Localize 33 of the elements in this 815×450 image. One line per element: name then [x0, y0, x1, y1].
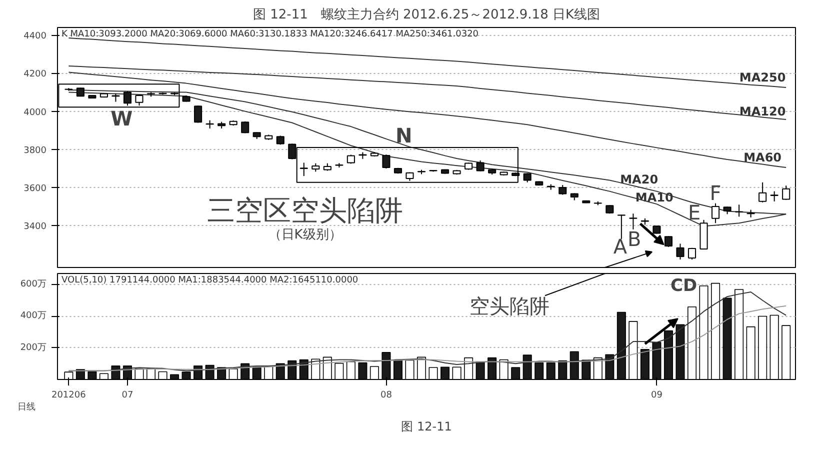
annotation: CD [670, 276, 698, 296]
annotation: E [688, 200, 701, 224]
x-tick-label: 201206 [51, 390, 86, 400]
series-label: MA20 [620, 172, 658, 186]
x-tick-label: 08 [380, 390, 392, 400]
y-tick-label: 600万 [20, 280, 47, 290]
annotation: K MA10:3093.2000 MA20:3069.6000 MA60:3130.1833 MA120:3246.6417 MA250:3461.0320 [62, 30, 479, 40]
annotation: 空头陷阱 [470, 294, 550, 318]
y-tick-label: 4200 [24, 70, 47, 80]
x-tick-label: 09 [650, 390, 663, 400]
annotation: B [628, 226, 642, 251]
series-label: MA10 [635, 190, 674, 204]
y-tick-label: 4400 [24, 32, 47, 42]
annotation: F [710, 181, 722, 206]
annotation: W [110, 106, 133, 130]
caption: 图 12-11 [401, 420, 452, 434]
y-tick-label: 3800 [24, 146, 47, 156]
chart-title: 图 12-11 螺纹主力合约 2012.6.25～2012.9.18 日K线图 [252, 6, 600, 22]
y-tick-label: 4000 [24, 108, 47, 118]
series-label: MA250 [739, 70, 786, 84]
annotation: N [395, 124, 412, 148]
annotation: VOL(5,10) 1791144.0000 MA1:1883544.4000 MA2:1645110.0000 [62, 276, 358, 286]
y-tick-label: 3600 [24, 184, 47, 194]
annotation: A [613, 234, 628, 259]
x-tick-label: 07 [122, 390, 134, 400]
annotation: 三空区空头陷阱 [207, 194, 404, 227]
series-label: MA60 [744, 150, 782, 164]
series-label: MA120 [739, 104, 786, 118]
y-tick-label: 3400 [24, 222, 47, 232]
text: 日线 [18, 402, 36, 412]
y-tick-label: 200万 [20, 342, 47, 353]
annotation: （日K级别） [268, 228, 342, 243]
y-tick-label: 400万 [20, 311, 47, 322]
